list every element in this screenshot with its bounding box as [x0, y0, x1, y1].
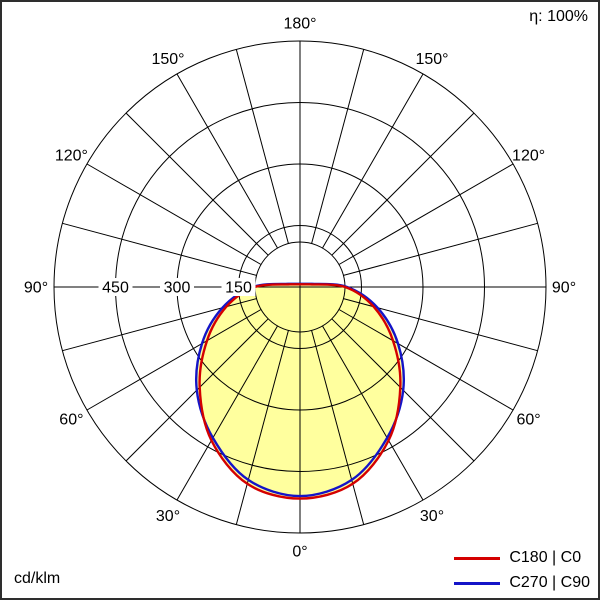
grid-radial-line: [176, 73, 278, 249]
angle-label: 30°: [156, 508, 180, 525]
radial-tick-label: 450: [102, 280, 129, 297]
angle-label: 180°: [283, 16, 316, 33]
radial-tick-label-mask: [221, 278, 256, 296]
legend-label-c270-c90: C270 | C90: [509, 574, 590, 591]
grid-radial-line: [125, 112, 269, 256]
legend-item-c270-c90: C270 | C90: [454, 574, 590, 592]
grid-radial-line: [62, 222, 257, 276]
grid-radial-line: [86, 163, 262, 265]
grid-radial-line: [331, 112, 475, 256]
curve-c270-c90: [195, 282, 405, 498]
angle-label: 0°: [292, 544, 307, 561]
angle-label: 120°: [55, 148, 88, 165]
efficiency-label: η: 100%: [529, 8, 588, 25]
grid-radial-line: [338, 309, 514, 411]
legend-label-c180-c0: C180 | C0: [509, 549, 582, 566]
radial-tick-label-mask: [160, 278, 194, 296]
angle-label: 60°: [516, 412, 540, 429]
angle-label: 120°: [512, 148, 545, 165]
grid-radial-line: [338, 163, 514, 265]
legend-item-c180-c0: C180 | C0: [454, 549, 590, 567]
angle-label: 90°: [24, 280, 48, 297]
grid-radial-line: [235, 330, 289, 525]
angle-label: 30°: [420, 508, 444, 525]
curve-c180-c0: [198, 283, 402, 500]
grid-radial-line: [343, 222, 538, 276]
grid-radial-line: [176, 325, 278, 501]
grid-radial-line: [86, 309, 262, 411]
radial-tick-label: 150: [225, 280, 252, 297]
grid-radial-line: [322, 325, 424, 501]
legend-line-c270-c90-icon: [454, 581, 501, 585]
angle-label: 150°: [151, 51, 184, 68]
radial-tick-label: 300: [164, 280, 191, 297]
unit-label: cd/klm: [14, 570, 61, 587]
grid-radial-line: [311, 330, 365, 525]
grid-radial-line: [311, 49, 365, 244]
legend-line-c180-c0-icon: [454, 556, 501, 560]
grid-radial-line: [322, 73, 424, 249]
radial-tick-label-mask: [98, 278, 133, 296]
angle-label: 150°: [415, 51, 448, 68]
angle-label: 60°: [59, 412, 83, 429]
legend: C180 | C0 C270 | C90: [454, 549, 590, 592]
angle-label: 90°: [552, 280, 576, 297]
grid-radial-line: [235, 49, 289, 244]
